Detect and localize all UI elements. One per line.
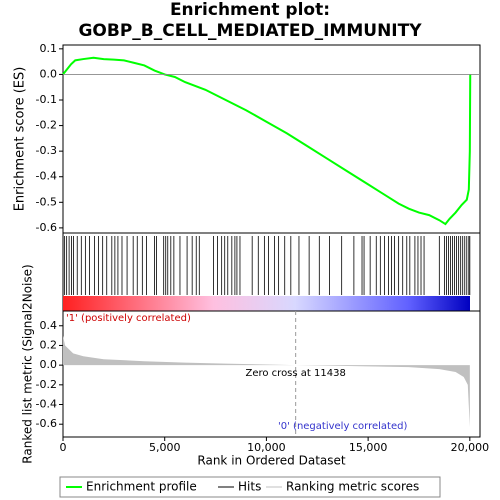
x-tick-label: 10,000 bbox=[247, 441, 286, 454]
y-tick-label: 0.4 bbox=[40, 319, 58, 332]
y-tick-label: -0.6 bbox=[36, 417, 57, 430]
x-tick-label: 20,000 bbox=[451, 441, 490, 454]
chart-title: Enrichment plot: GOBP_B_CELL_MEDIATED_IM… bbox=[78, 0, 422, 41]
legend-label: Hits bbox=[238, 480, 261, 494]
x-axis-label: Rank in Ordered Dataset bbox=[197, 454, 345, 468]
y-tick-label: 0.0 bbox=[40, 67, 58, 80]
legend-label: Ranking metric scores bbox=[286, 480, 419, 494]
legend-label: Enrichment profile bbox=[86, 480, 197, 494]
y-tick-label: -0.6 bbox=[36, 221, 57, 234]
y-tick-label: -0.5 bbox=[36, 195, 57, 208]
y-tick-label: 0.1 bbox=[40, 42, 58, 55]
y-tick-label: 0.2 bbox=[40, 338, 58, 351]
y-tick-label: -0.2 bbox=[36, 378, 57, 391]
y-tick-label: -0.4 bbox=[36, 398, 57, 411]
y-tick-label: -0.3 bbox=[36, 144, 57, 157]
x-tick-label: 5,000 bbox=[149, 441, 181, 454]
enrichment-line bbox=[62, 56, 472, 226]
color-bar bbox=[63, 296, 470, 311]
y-tick-label: -0.1 bbox=[36, 93, 57, 106]
legend-box bbox=[59, 476, 441, 498]
y-tick-label: -0.4 bbox=[36, 170, 57, 183]
pos-label: '1' (positively correlated) bbox=[66, 313, 191, 324]
metric-panel bbox=[62, 310, 481, 438]
x-tick-label: 0 bbox=[60, 441, 67, 454]
annotation: Zero cross at 11438 bbox=[245, 368, 345, 379]
y-axis-label: Enrichment score (ES) bbox=[13, 67, 28, 212]
y-tick-label: -0.2 bbox=[36, 119, 57, 132]
x-tick-label: 15,000 bbox=[349, 441, 388, 454]
neg-label: '0' (negatively correlated) bbox=[278, 421, 407, 432]
y-tick-label: 0.0 bbox=[40, 358, 58, 371]
metric-area bbox=[63, 335, 470, 428]
es-panel bbox=[62, 44, 481, 234]
y-axis-label: Ranked list metric (Signal2Noise) bbox=[21, 264, 35, 463]
